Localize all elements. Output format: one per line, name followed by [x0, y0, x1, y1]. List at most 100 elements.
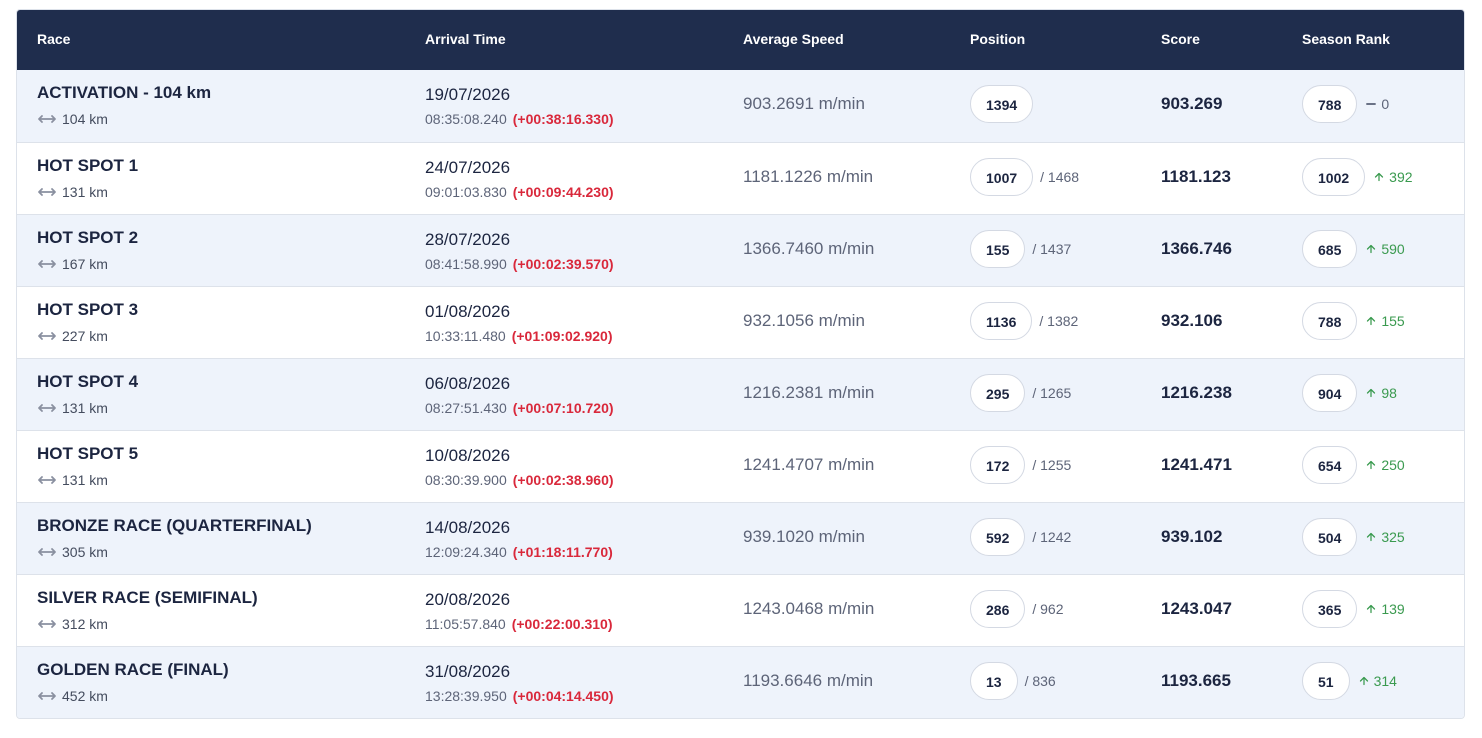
rank-pill: 788	[1302, 302, 1358, 340]
arrival-time: 10:33:11.480 (+01:09:02.920)	[425, 328, 613, 344]
score: 1193.665	[1161, 671, 1231, 690]
race-distance: 305 km	[37, 544, 108, 560]
up-arrow-icon	[1367, 388, 1376, 398]
table-row: BRONZE RACE (QUARTERFINAL) 305 km 14/08/20…	[17, 502, 1464, 574]
arrival-date: 19/07/2026	[425, 85, 511, 104]
rank-change: 139	[1364, 601, 1405, 617]
arrival-time: 09:01:03.830 (+00:09:44.230)	[425, 184, 614, 200]
time: 09:01:03.830	[425, 184, 507, 200]
season-rank: 904 98	[1302, 374, 1397, 412]
season-rank: 788 0	[1302, 85, 1389, 123]
time-delta: (+01:09:02.920)	[511, 328, 613, 344]
season-rank: 1002 392	[1302, 158, 1413, 196]
average-speed: 1181.1226 m/min	[743, 167, 874, 186]
rank-change: 0	[1364, 96, 1389, 112]
up-arrow-icon	[1367, 532, 1376, 542]
race-distance: 131 km	[37, 184, 108, 200]
position-total: / 1265	[1032, 385, 1072, 401]
average-speed: 1243.0468 m/min	[743, 599, 875, 618]
season-rank: 654 250	[1302, 446, 1405, 484]
arrival-date: 06/08/2026	[425, 374, 511, 393]
season-rank: 504 325	[1302, 518, 1405, 556]
score: 1241.471	[1161, 455, 1232, 474]
arrival-time: 08:27:51.430 (+00:07:10.720)	[425, 400, 614, 416]
season-rank: 685 590	[1302, 230, 1405, 268]
arrival-date: 28/07/2026	[425, 230, 511, 249]
distance: 104 km	[62, 111, 108, 127]
rank-change: 98	[1364, 385, 1397, 401]
time-delta: (+00:02:38.960)	[512, 472, 614, 488]
table-row: HOT SPOT 2 167 km 28/07/2026 08:41:58.990 (+…	[17, 214, 1464, 286]
column-header: Season Rank	[1302, 31, 1390, 47]
position: 1136 / 1382	[970, 302, 1078, 340]
rank-pill: 788	[1302, 85, 1358, 123]
distance-icon	[38, 548, 56, 556]
time: 10:33:11.480	[425, 328, 506, 344]
time: 12:09:24.340	[425, 544, 507, 560]
season-rank: 365 139	[1302, 590, 1405, 628]
table-row: HOT SPOT 1 131 km 24/07/2026 09:01:03.830 (+…	[17, 142, 1464, 214]
column-header: Position	[970, 31, 1026, 47]
position-pill: 592	[970, 518, 1026, 556]
up-arrow-icon	[1367, 316, 1376, 326]
position-pill: 286	[970, 590, 1026, 628]
season-rank: 51 314	[1302, 662, 1397, 700]
change-value: 590	[1381, 241, 1405, 257]
average-speed: 1216.2381 m/min	[743, 383, 875, 402]
arrival-date: 20/08/2026	[425, 590, 511, 609]
position: 286 / 962	[970, 590, 1064, 628]
change-value: 325	[1381, 529, 1405, 545]
score: 1216.238	[1161, 383, 1232, 402]
distance-icon	[38, 404, 56, 412]
position-pill: 1394	[970, 85, 1034, 123]
race-distance: 227 km	[37, 328, 108, 344]
arrival-time: 12:09:24.340 (+01:18:11.770)	[425, 544, 613, 560]
distance: 131 km	[62, 184, 108, 200]
position-pill: 155	[970, 230, 1026, 268]
up-arrow-icon	[1367, 604, 1376, 614]
position-pill: 295	[970, 374, 1026, 412]
arrival-time: 08:30:39.900 (+00:02:38.960)	[425, 472, 614, 488]
position-pill: 1136	[970, 302, 1033, 340]
average-speed: 1366.7460 m/min	[743, 239, 875, 258]
table-row: HOT SPOT 4 131 km 06/08/2026 08:27:51.430 (+…	[17, 358, 1464, 430]
distance: 305 km	[62, 544, 108, 560]
race-distance: 131 km	[37, 400, 108, 416]
time-delta: (+01:18:11.770)	[512, 544, 613, 560]
average-speed: 903.2691 m/min	[743, 94, 865, 113]
up-arrow-icon	[1375, 172, 1384, 182]
table-row: HOT SPOT 5 131 km 10/08/2026 08:30:39.900 (+…	[17, 430, 1464, 502]
table-row: ACTIVATION - 104 km 104 km 19/07/2026 08:35…	[17, 70, 1464, 142]
race-name: HOT SPOT 3	[37, 300, 139, 319]
rank-pill: 365	[1302, 590, 1358, 628]
season-rank: 788 155	[1302, 302, 1405, 340]
distance-icon	[38, 692, 56, 700]
distance-icon	[38, 476, 56, 484]
rank-pill: 504	[1302, 518, 1358, 556]
rank-pill: 904	[1302, 374, 1358, 412]
time-delta: (+00:02:39.570)	[512, 256, 614, 272]
arrival-date: 31/08/2026	[425, 662, 511, 681]
arrival-time: 08:41:58.990 (+00:02:39.570)	[425, 256, 614, 272]
score: 1366.746	[1161, 239, 1232, 258]
column-header: Average Speed	[743, 31, 844, 47]
position-pill: 13	[970, 662, 1018, 700]
arrival-date: 24/07/2026	[425, 158, 511, 177]
distance-icon	[38, 332, 56, 340]
position-total: / 962	[1032, 601, 1064, 617]
rank-change: 314	[1357, 673, 1397, 689]
time: 08:35:08.240	[425, 111, 507, 127]
arrival-date: 01/08/2026	[425, 302, 511, 321]
arrival-time: 11:05:57.840 (+00:22:00.310)	[425, 616, 613, 632]
score: 903.269	[1161, 94, 1223, 113]
race-name: BRONZE RACE (QUARTERFINAL)	[37, 516, 312, 535]
race-name: SILVER RACE (SEMIFINAL)	[37, 588, 258, 607]
change-value: 314	[1373, 673, 1397, 689]
position-total: / 1255	[1032, 457, 1072, 473]
column-header: Race	[37, 31, 71, 47]
time: 08:27:51.430	[425, 400, 507, 416]
time-delta: (+00:09:44.230)	[512, 184, 614, 200]
rank-change: 325	[1364, 529, 1405, 545]
position-total: / 1382	[1039, 313, 1079, 329]
column-header: Score	[1161, 31, 1200, 47]
